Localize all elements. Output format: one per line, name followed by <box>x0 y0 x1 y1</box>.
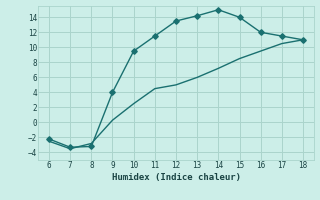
X-axis label: Humidex (Indice chaleur): Humidex (Indice chaleur) <box>111 173 241 182</box>
